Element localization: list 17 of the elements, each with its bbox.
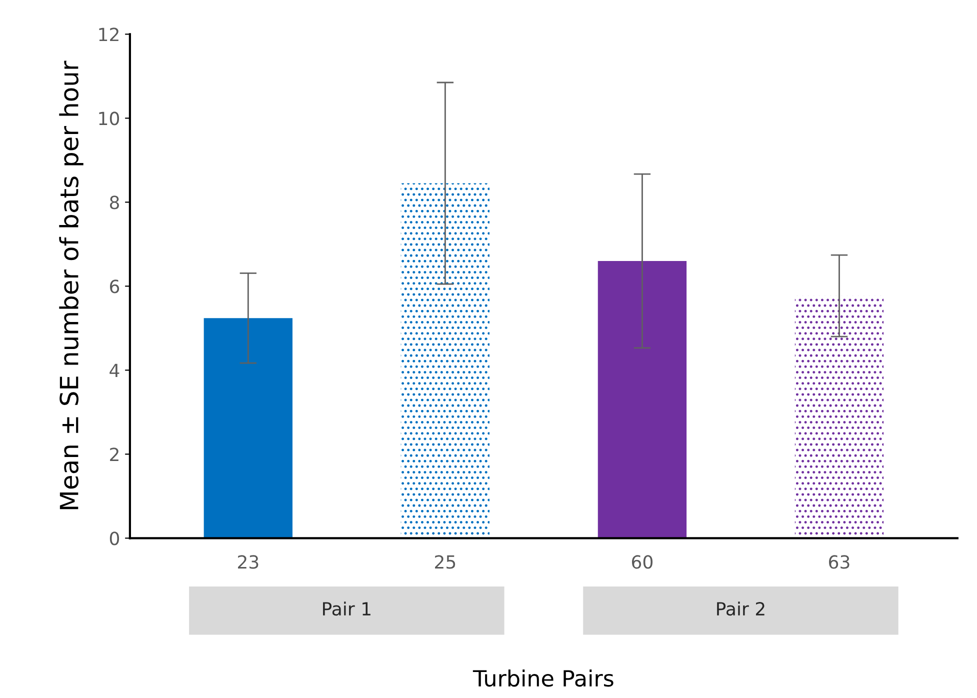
text: Pair 2 [717,602,764,616]
bar [598,260,687,538]
text: Pair 1 [323,602,370,616]
bar [204,318,292,538]
y-tick-label: 0 [110,532,120,546]
x-tick-label: 25 [435,555,456,569]
y-axis-title: Mean ± SE number of bats per hour [59,60,84,510]
y-tick-label: 8 [110,196,119,210]
y-tick-label: 10 [99,112,120,126]
y-tick-label: 2 [110,448,118,462]
x-tick-label: 60 [632,555,653,569]
y-tick-label: 4 [110,364,120,378]
x-axis-title: Turbine Pairs [472,670,614,687]
y-tick-label: 12 [99,28,118,42]
y-tick-label: 6 [110,280,120,294]
x-tick-label: 63 [829,555,850,569]
x-tick-label: 23 [238,555,258,569]
